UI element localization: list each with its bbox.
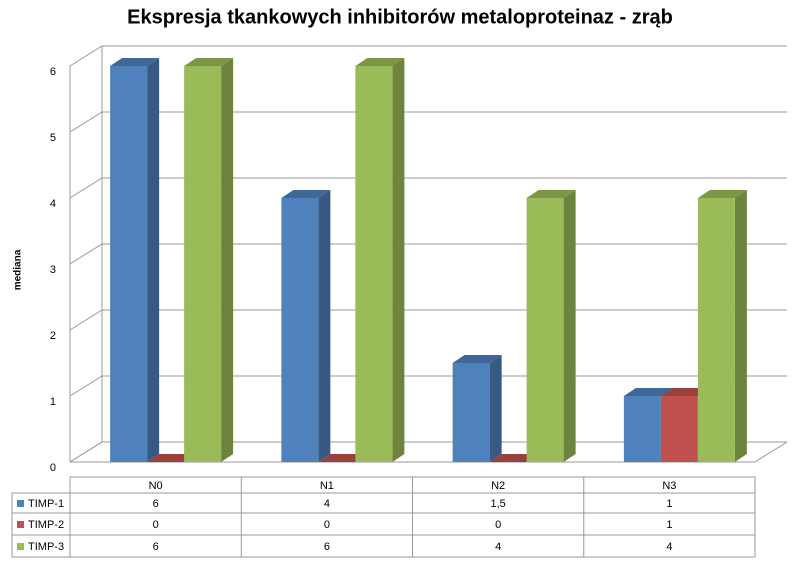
bar (281, 198, 319, 462)
table-value: 4 (495, 541, 501, 553)
bar (452, 363, 490, 462)
bar-top (660, 388, 710, 396)
bar-side (734, 190, 747, 462)
bar-side (147, 58, 160, 462)
bar (623, 396, 661, 462)
bar (697, 198, 735, 462)
chart-title: Ekspresja tkankowych inhibitorów metalop… (127, 6, 673, 28)
table-value: 1,5 (490, 498, 505, 510)
bar (184, 66, 222, 462)
y-tick-label: 5 (50, 132, 56, 144)
table-value: 6 (153, 541, 159, 553)
x-tick-label: N1 (320, 480, 334, 492)
grid-line (69, 243, 787, 265)
legend-swatch (17, 521, 24, 528)
y-tick-label: 6 (50, 66, 56, 78)
bar-side (489, 355, 502, 462)
bar-top (184, 58, 234, 66)
x-tick-label: N2 (491, 480, 505, 492)
table-value: 1 (666, 498, 672, 510)
bar-top (318, 454, 368, 462)
table-value: 4 (324, 498, 330, 510)
legend-label: TIMP-3 (28, 541, 64, 553)
y-tick-label: 3 (50, 264, 56, 276)
y-axis-label: mediana (13, 249, 24, 290)
bar-top (355, 58, 405, 66)
table-value: 1 (666, 519, 672, 531)
x-tick-label: N0 (149, 480, 163, 492)
bar-side (392, 58, 405, 462)
bar (660, 396, 698, 462)
table-value: 6 (324, 541, 330, 553)
table-value: 0 (324, 519, 330, 531)
bar-side (563, 190, 576, 462)
y-tick-label: 0 (50, 462, 56, 474)
side-wall (69, 66, 103, 463)
bar-top (623, 388, 673, 396)
y-tick-label: 1 (50, 396, 56, 408)
y-tick-label: 4 (50, 198, 56, 210)
bar-top (489, 454, 539, 462)
y-tick-label: 2 (50, 330, 56, 342)
legend-swatch (17, 543, 24, 550)
legend-swatch (17, 500, 24, 507)
bar-top (526, 190, 576, 198)
bar-top (147, 454, 197, 462)
bar (526, 198, 564, 462)
bar-top (110, 58, 160, 66)
table-value: 4 (666, 541, 672, 553)
legend-label: TIMP-1 (28, 498, 64, 510)
bar-side (318, 190, 331, 462)
grid-line (69, 309, 787, 331)
grid-line (69, 177, 787, 199)
table-value: 0 (153, 519, 159, 531)
bar-top (281, 190, 331, 198)
bar-top (452, 355, 502, 363)
bar-top (697, 190, 747, 198)
x-tick-label: N3 (662, 480, 676, 492)
data-table-frame (11, 492, 756, 558)
bar-side (221, 58, 234, 462)
bar (355, 66, 393, 462)
table-value: 6 (153, 498, 159, 510)
grid-line (69, 45, 787, 67)
table-value: 0 (495, 519, 501, 531)
legend-label: TIMP-2 (28, 519, 64, 531)
bar (110, 66, 148, 462)
grid-line (69, 111, 787, 133)
